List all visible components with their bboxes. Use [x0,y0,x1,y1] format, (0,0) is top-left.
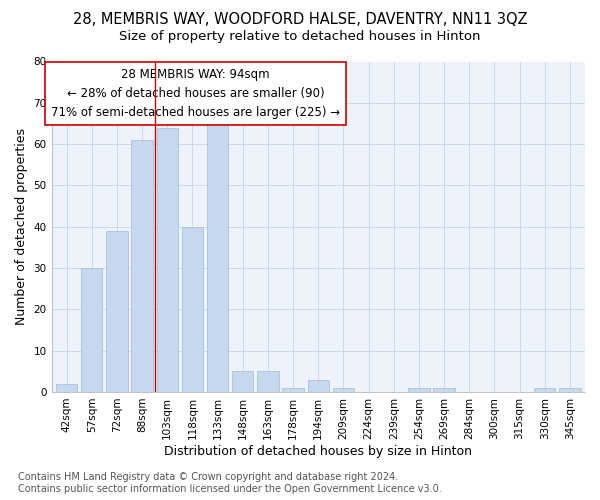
Bar [56,384,77,392]
Bar [106,231,128,392]
Bar [182,226,203,392]
Bar [308,380,329,392]
Bar [283,388,304,392]
Text: Contains HM Land Registry data © Crown copyright and database right 2024.
Contai: Contains HM Land Registry data © Crown c… [18,472,442,494]
Bar [131,140,153,392]
Y-axis label: Number of detached properties: Number of detached properties [15,128,28,325]
X-axis label: Distribution of detached houses by size in Hinton: Distribution of detached houses by size … [164,444,472,458]
Bar [534,388,556,392]
Text: Size of property relative to detached houses in Hinton: Size of property relative to detached ho… [119,30,481,43]
Bar [333,388,354,392]
Bar [207,120,229,392]
Text: 28 MEMBRIS WAY: 94sqm
← 28% of detached houses are smaller (90)
71% of semi-deta: 28 MEMBRIS WAY: 94sqm ← 28% of detached … [51,68,340,119]
Bar [408,388,430,392]
Bar [257,372,278,392]
Bar [559,388,581,392]
Bar [157,128,178,392]
Text: 28, MEMBRIS WAY, WOODFORD HALSE, DAVENTRY, NN11 3QZ: 28, MEMBRIS WAY, WOODFORD HALSE, DAVENTR… [73,12,527,28]
Bar [81,268,103,392]
Bar [433,388,455,392]
Bar [232,372,253,392]
